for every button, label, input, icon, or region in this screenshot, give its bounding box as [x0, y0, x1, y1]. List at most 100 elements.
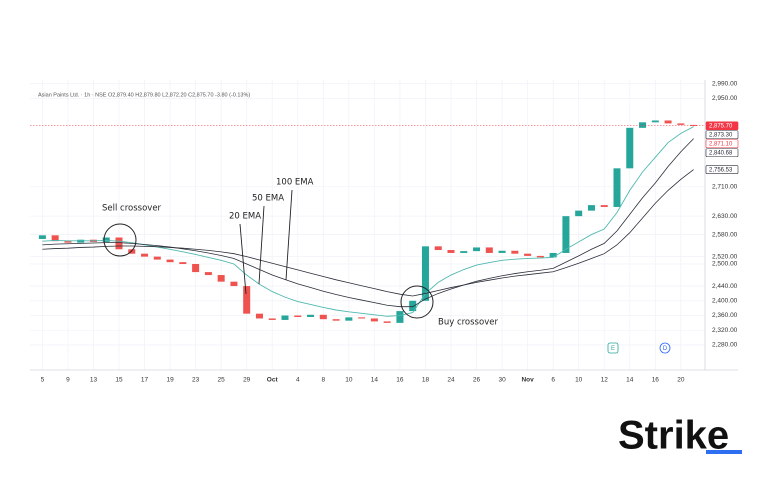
- candle: [473, 247, 481, 252]
- candle: [358, 317, 366, 319]
- y-tick-label: 2,320.00: [712, 327, 738, 334]
- price-tag: [705, 121, 739, 131]
- candle: [421, 246, 429, 301]
- candle: [409, 300, 417, 312]
- price-tag: [705, 139, 739, 149]
- y-tick-label: 2,400.00: [712, 298, 738, 305]
- price-tag-label: 2,871.10: [709, 142, 733, 148]
- x-tick-label: 18: [422, 377, 430, 384]
- arrow: [239, 223, 247, 295]
- x-tick-label: Oct: [267, 377, 279, 384]
- candle: [396, 311, 404, 323]
- x-tick-label: 8: [321, 377, 325, 384]
- buy-annotation: Buy crossover: [438, 318, 498, 328]
- event-marker[interactable]: [607, 342, 619, 354]
- candle: [434, 246, 442, 251]
- candle: [102, 237, 110, 242]
- candle: [677, 123, 685, 125]
- ema100-annotation: 100 EMA: [276, 178, 314, 188]
- candle: [332, 319, 340, 321]
- chart-header: Asian Paints Ltd. · 1h · NSE O2,879.40 H…: [38, 92, 250, 98]
- candle: [115, 237, 123, 250]
- sell-annotation: Sell crossover: [102, 204, 162, 214]
- plot: [30, 120, 705, 323]
- x-tick-label: 23: [192, 377, 200, 384]
- x-tick-label: 6: [551, 377, 555, 384]
- x-tick-label: 24: [447, 377, 455, 384]
- candle: [255, 313, 263, 319]
- y-tick-label: 2,950.00: [712, 95, 738, 102]
- ema20-annotation: 20 EMA: [229, 212, 261, 222]
- candle: [243, 286, 251, 314]
- candle: [613, 168, 621, 207]
- arrow: [258, 205, 265, 285]
- x-tick-label: 10: [345, 377, 353, 384]
- arrow: [285, 189, 293, 281]
- candle: [447, 250, 455, 253]
- candle: [575, 210, 583, 217]
- candle: [626, 127, 634, 169]
- event-marker[interactable]: [659, 342, 671, 354]
- x-tick-label: Nov: [521, 377, 534, 384]
- candle: [179, 262, 187, 264]
- x-tick-label: 30: [498, 377, 506, 384]
- sell-circle: [103, 223, 137, 257]
- candle: [639, 122, 647, 128]
- y-tick-label: 2,520.00: [712, 253, 738, 260]
- candle: [524, 253, 532, 256]
- ema-line: [42, 169, 694, 297]
- candle: [651, 120, 659, 123]
- x-tick-label: 12: [601, 377, 609, 384]
- price-tag-label: 2,756.53: [709, 167, 733, 173]
- candle: [192, 264, 200, 273]
- y-tick-label: 2,990.00: [712, 80, 738, 87]
- candle: [370, 318, 378, 322]
- candle: [307, 314, 315, 317]
- candle: [153, 256, 161, 260]
- candle: [485, 247, 493, 253]
- x-tick-label: 16: [396, 377, 404, 384]
- ema-line: [42, 138, 694, 308]
- x-tick-label: 26: [473, 377, 481, 384]
- candle: [294, 315, 302, 317]
- candle: [460, 251, 468, 253]
- x-tick-label: 14: [371, 377, 379, 384]
- x-tick-label: 17: [141, 377, 149, 384]
- buy-circle: [400, 285, 434, 319]
- x-tick-label: 5: [41, 377, 45, 384]
- candle: [268, 318, 276, 320]
- candle: [141, 253, 149, 257]
- y-tick-label: 2,630.00: [712, 213, 738, 220]
- candle: [281, 315, 289, 320]
- y-tick-label: 2,280.00: [712, 342, 738, 349]
- candle: [587, 205, 595, 211]
- y-tick-label: 2,500.00: [712, 261, 738, 268]
- y-tick-label: 2,580.00: [712, 231, 738, 238]
- y-tick-label: 2,710.00: [712, 183, 738, 190]
- logo-accent: [706, 450, 742, 454]
- candle: [536, 255, 544, 258]
- candle: [230, 281, 238, 287]
- candle: [51, 235, 59, 242]
- x-tick-label: 25: [218, 377, 226, 384]
- candle: [64, 241, 72, 243]
- candle: [600, 205, 608, 207]
- candle: [498, 250, 506, 253]
- candle: [511, 250, 519, 254]
- price-tag-label: 2,873.30: [709, 133, 733, 139]
- event-label: E: [611, 346, 615, 352]
- price-tag: [705, 130, 739, 140]
- price-tag-label: 2,875.70: [709, 124, 733, 130]
- event-label: D: [663, 346, 668, 352]
- candle: [664, 120, 672, 124]
- candle: [383, 321, 391, 323]
- x-tick-label: 14: [626, 377, 634, 384]
- candle: [38, 235, 46, 239]
- x-tick-label: 4: [296, 377, 300, 384]
- x-tick-label: 16: [652, 377, 660, 384]
- candle: [690, 124, 698, 126]
- y-tick-label: 2,440.00: [712, 283, 738, 290]
- x-tick-label: 13: [90, 377, 98, 384]
